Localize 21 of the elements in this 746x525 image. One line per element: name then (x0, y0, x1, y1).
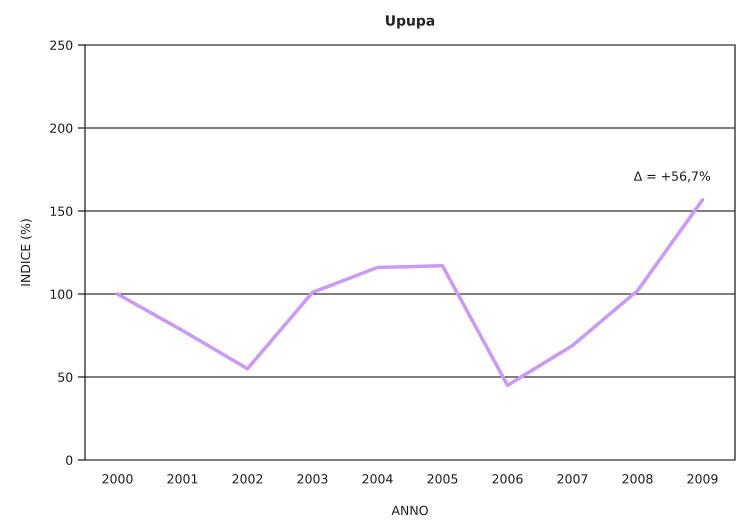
y-axis-title: INDICE (%) (20, 219, 32, 286)
x-axis-title: ANNO (392, 506, 428, 516)
chart-title: Upupa (386, 15, 434, 28)
x-tick-label: 2005 (428, 474, 458, 484)
x-tick-label: 2008 (622, 474, 653, 484)
y-tick-label: 200 (50, 123, 72, 133)
y-tick-label: 250 (50, 40, 72, 50)
x-tick-label: 2007 (558, 474, 588, 484)
x-tick-label: 2001 (168, 474, 198, 484)
line-series (116, 198, 704, 388)
y-tick-label: 150 (50, 206, 72, 216)
y-tick-label: 100 (50, 289, 72, 299)
x-tick-label: 2000 (102, 474, 133, 484)
annotation: Δ = +56,7% (634, 171, 710, 182)
x-tick-label: 2006 (492, 474, 523, 484)
x-tick-label: 2003 (298, 474, 328, 484)
y-tick-label: 0 (66, 455, 72, 465)
y-tick-label: 50 (58, 372, 72, 382)
x-tick-label: 2004 (362, 474, 393, 484)
x-tick-label: 2002 (232, 474, 262, 484)
x-tick-label: 2009 (688, 474, 718, 484)
